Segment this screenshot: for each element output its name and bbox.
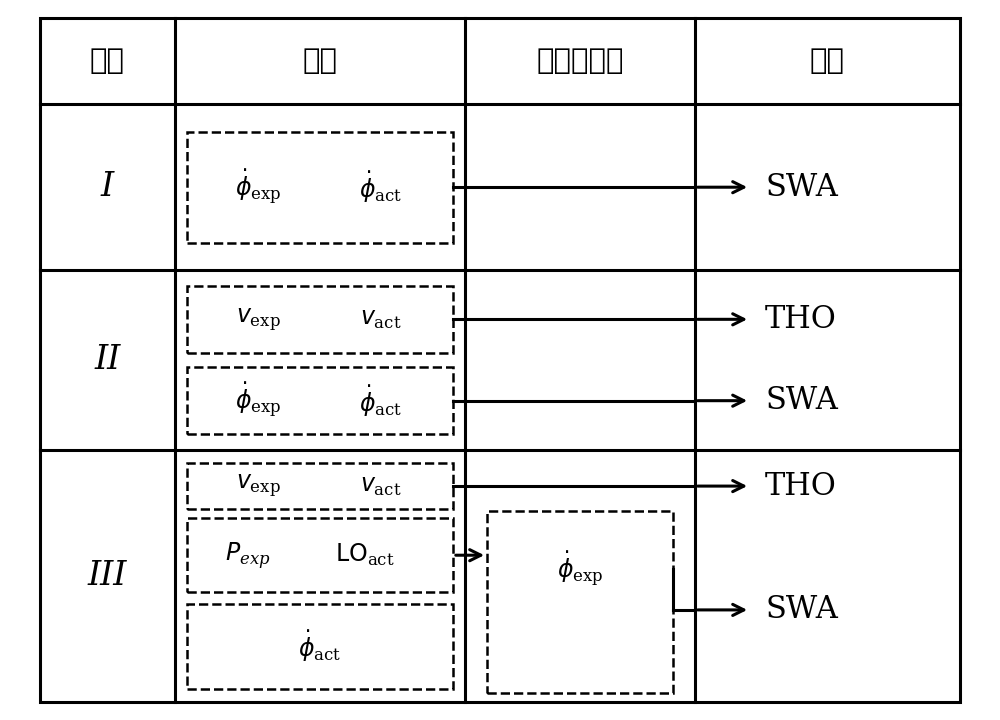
Text: III: III — [88, 560, 127, 592]
Text: $\dot{\phi}_{\mathregular{act}}$: $\dot{\phi}_{\mathregular{act}}$ — [359, 169, 403, 205]
Bar — [187, 132, 453, 243]
Text: $\dot{\phi}_{\mathregular{exp}}$: $\dot{\phi}_{\mathregular{exp}}$ — [235, 381, 282, 420]
Bar — [187, 286, 453, 353]
Bar — [187, 463, 453, 509]
Text: $v_{\mathregular{exp}}$: $v_{\mathregular{exp}}$ — [236, 306, 281, 333]
Text: SWA: SWA — [765, 171, 838, 203]
Text: II: II — [94, 344, 121, 376]
Text: THO: THO — [765, 471, 837, 502]
Text: THO: THO — [765, 304, 837, 335]
Bar — [487, 511, 673, 693]
Text: 类型: 类型 — [90, 48, 125, 75]
Text: $\mathrm{LO}_{\mathregular{act}}$: $\mathrm{LO}_{\mathregular{act}}$ — [335, 542, 395, 568]
Text: $v_{\mathregular{act}}$: $v_{\mathregular{act}}$ — [360, 474, 402, 498]
Text: $\dot{\phi}_{\mathregular{exp}}$: $\dot{\phi}_{\mathregular{exp}}$ — [235, 168, 282, 207]
Text: 输出: 输出 — [810, 48, 845, 75]
Text: SWA: SWA — [765, 385, 838, 416]
Bar — [187, 518, 453, 593]
Text: $v_{\mathregular{act}}$: $v_{\mathregular{act}}$ — [360, 308, 402, 330]
Text: SWA: SWA — [765, 595, 838, 626]
Text: $v_{\mathregular{exp}}$: $v_{\mathregular{exp}}$ — [236, 473, 281, 500]
Text: $P_{\mathregular{exp}}$: $P_{\mathregular{exp}}$ — [225, 540, 271, 570]
Bar — [187, 367, 453, 434]
Text: $\dot{\phi}_{\mathregular{act}}$: $\dot{\phi}_{\mathregular{act}}$ — [359, 383, 403, 418]
Bar — [187, 603, 453, 689]
Text: 驾驶员模型: 驾驶员模型 — [536, 48, 624, 75]
Text: $\dot{\phi}_{\mathregular{exp}}$: $\dot{\phi}_{\mathregular{exp}}$ — [557, 549, 603, 589]
Text: $\dot{\phi}_{\mathregular{act}}$: $\dot{\phi}_{\mathregular{act}}$ — [298, 629, 342, 665]
Text: 输入: 输入 — [302, 48, 338, 75]
Text: I: I — [101, 171, 114, 203]
